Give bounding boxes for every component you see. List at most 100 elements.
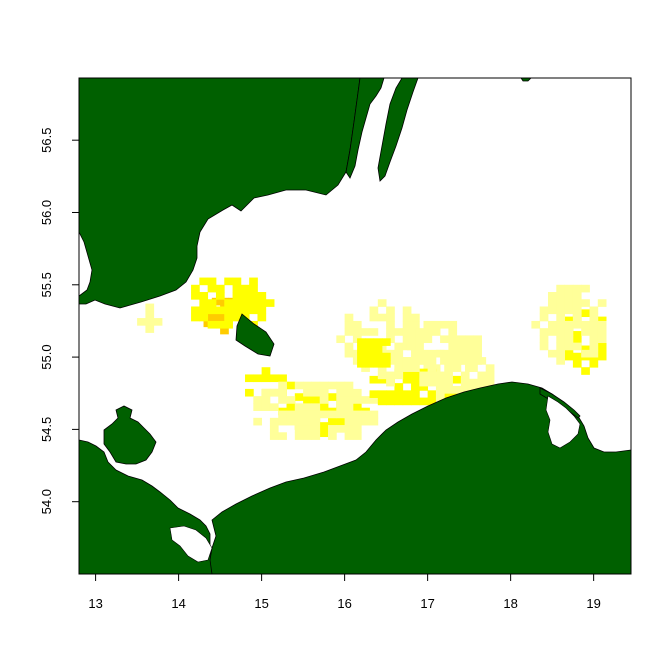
density-cell (597, 345, 607, 354)
density-cell (199, 306, 209, 315)
density-cell (448, 349, 458, 358)
density-cell (411, 383, 420, 391)
density-cell (377, 364, 387, 372)
density-cell (589, 328, 599, 336)
density-cell (261, 403, 271, 411)
density-cell (452, 375, 462, 384)
density-cell (328, 410, 337, 419)
density-cell (547, 292, 557, 300)
density-cell (344, 403, 354, 411)
density-cell (581, 345, 590, 354)
density-cell (199, 277, 209, 286)
density-cell (207, 306, 217, 315)
density-cell (539, 313, 549, 322)
density-cell (386, 371, 395, 380)
density-cell (547, 299, 557, 307)
density-cell (394, 397, 404, 406)
density-cell (460, 357, 470, 365)
density-cell (556, 328, 565, 336)
density-cell (328, 381, 337, 390)
density-cell (191, 313, 200, 322)
density-cell (589, 342, 599, 351)
density-cell (336, 396, 346, 404)
density-cell (448, 335, 458, 344)
density-cell (402, 390, 412, 398)
density-cell (369, 390, 379, 398)
density-cell (240, 299, 250, 307)
land-layer (79, 78, 631, 574)
density-cell (419, 397, 429, 406)
x-axis: 13 14 15 16 17 18 19 (88, 574, 601, 611)
y-tick-label: 55.0 (39, 344, 54, 369)
density-cell (406, 342, 416, 351)
density-cell (564, 352, 574, 361)
density-cell (257, 313, 267, 322)
density-cell (311, 410, 321, 419)
density-cell (597, 299, 607, 307)
plot-frame (78, 77, 632, 575)
density-cell (344, 388, 354, 397)
density-cell (386, 313, 395, 322)
density-cell (352, 410, 362, 419)
density-cell (365, 345, 375, 354)
density-cell (369, 328, 379, 336)
density-cell (572, 352, 582, 361)
density-cell (377, 390, 387, 398)
density-cell (328, 414, 337, 423)
density-cell (456, 342, 466, 351)
density-cell (556, 299, 565, 307)
density-cell (344, 381, 354, 390)
density-cell (311, 432, 321, 440)
density-cell (402, 313, 412, 322)
density-cell (456, 349, 466, 358)
density-cell (477, 378, 487, 387)
density-cell (556, 292, 565, 300)
density-cell (427, 390, 437, 398)
density-cell (232, 277, 242, 286)
x-tick-label: 18 (503, 596, 517, 611)
density-cell (269, 425, 279, 433)
density-cell (232, 292, 242, 300)
density-cell (352, 388, 362, 397)
density-cell (547, 349, 557, 358)
density-cell (411, 390, 420, 398)
density-cell (386, 390, 395, 398)
density-cell (311, 417, 321, 426)
density-cell (303, 388, 312, 397)
density-cell (402, 397, 412, 406)
density-cell (377, 375, 387, 384)
density-cell (564, 292, 574, 300)
density-cell (303, 432, 312, 440)
density-cell (319, 410, 329, 419)
density-cell (564, 299, 574, 307)
density-cell (328, 393, 337, 401)
land-rugen (103, 405, 157, 465)
density-cell (261, 388, 271, 397)
density-cell (440, 320, 449, 329)
density-cell (328, 432, 337, 440)
density-cell (477, 357, 487, 365)
density-cell (402, 364, 412, 372)
density-cell (423, 328, 433, 336)
density-cell (369, 313, 379, 322)
density-cell (257, 292, 267, 300)
density-cell (207, 299, 217, 307)
density-cell (269, 417, 279, 426)
y-axis: 54.0 54.5 55.0 55.5 56.0 56.5 (39, 128, 79, 514)
density-cell (539, 335, 549, 344)
density-cell (352, 320, 362, 329)
density-cell (547, 320, 557, 329)
density-cell (224, 277, 233, 286)
density-cell (460, 378, 470, 387)
density-cell (452, 386, 462, 394)
density-cell (336, 425, 346, 433)
density-cell (556, 284, 565, 293)
density-cell (294, 410, 304, 419)
density-cell (448, 328, 458, 336)
density-cell (547, 328, 557, 336)
density-cell (294, 381, 304, 390)
density-cell (581, 284, 590, 293)
density-cell (435, 349, 445, 358)
density-cell (249, 277, 258, 286)
land-poland (209, 381, 631, 574)
